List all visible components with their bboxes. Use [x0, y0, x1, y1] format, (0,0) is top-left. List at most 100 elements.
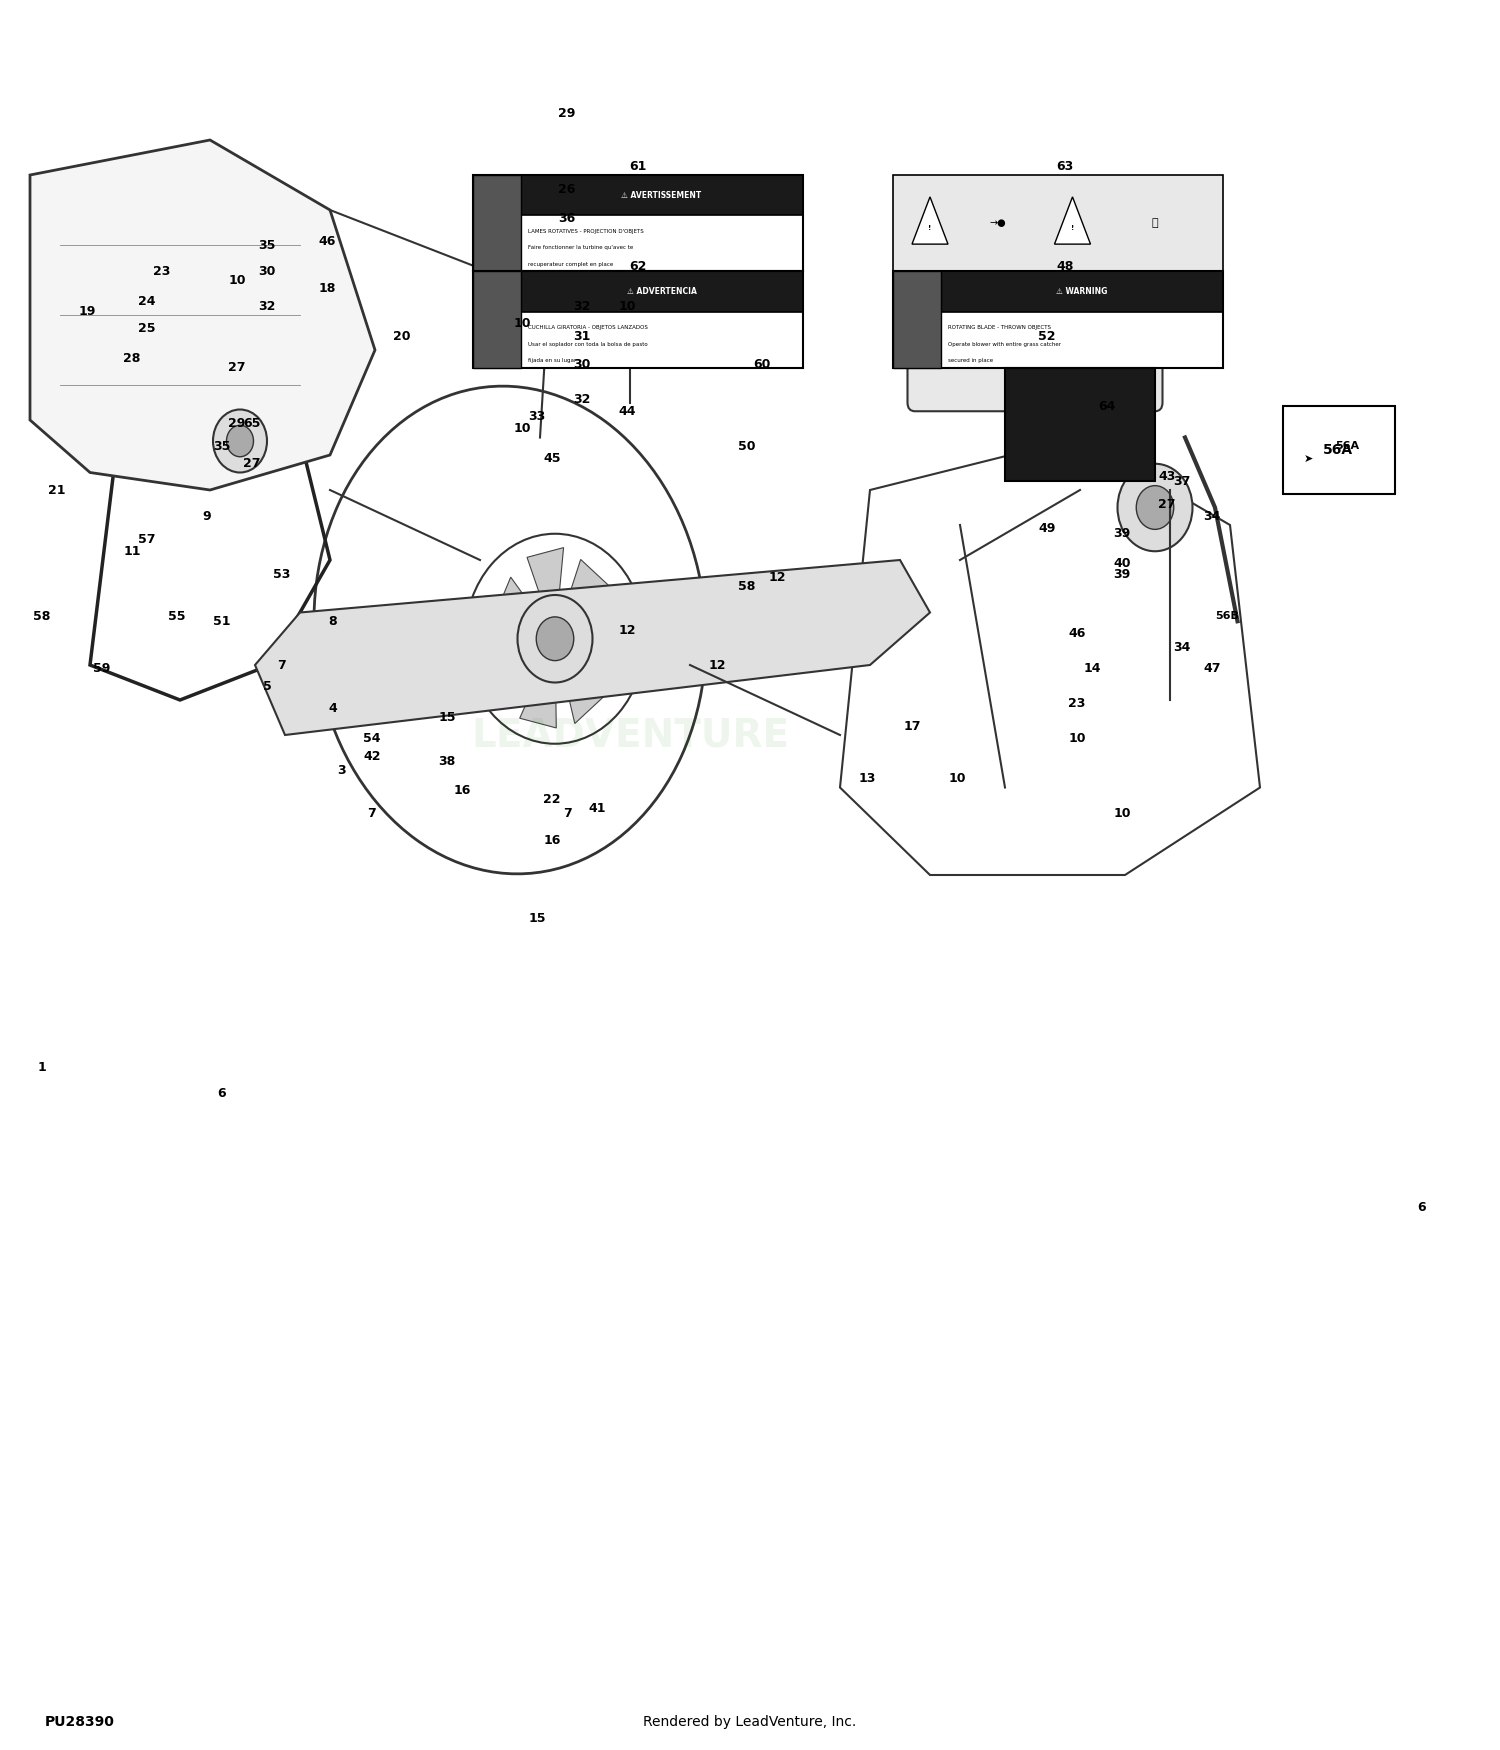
Text: 58: 58: [33, 609, 51, 623]
Text: Usar el soplador con toda la bolsa de pasto: Usar el soplador con toda la bolsa de pa…: [528, 341, 648, 346]
Text: 62: 62: [628, 259, 646, 273]
Text: 50: 50: [738, 439, 756, 453]
Text: Rendered by LeadVenture, Inc.: Rendered by LeadVenture, Inc.: [644, 1715, 856, 1729]
Bar: [472, 312, 802, 368]
Text: LEADVENTURE: LEADVENTURE: [471, 716, 789, 754]
Text: 32: 32: [258, 299, 276, 313]
Polygon shape: [555, 639, 604, 723]
Text: 9: 9: [202, 509, 211, 523]
Text: 56A: 56A: [1335, 441, 1359, 452]
Text: 35: 35: [213, 439, 231, 453]
Text: 21: 21: [48, 483, 66, 497]
Text: 27: 27: [228, 360, 246, 374]
Text: 6: 6: [217, 1087, 226, 1101]
Text: 26: 26: [558, 182, 576, 196]
Text: 39: 39: [1113, 527, 1131, 541]
Text: 49: 49: [1038, 522, 1056, 536]
Text: Operate blower with entire grass catcher: Operate blower with entire grass catcher: [948, 341, 1060, 346]
Text: 11: 11: [123, 544, 141, 558]
Text: 53: 53: [273, 567, 291, 581]
Text: 60: 60: [753, 357, 771, 371]
Text: 51: 51: [213, 614, 231, 628]
Text: 19: 19: [78, 304, 96, 318]
Text: 52: 52: [1038, 329, 1056, 343]
Polygon shape: [526, 548, 564, 639]
Text: 5: 5: [262, 679, 272, 693]
Text: 42: 42: [363, 749, 381, 763]
Text: 18: 18: [318, 282, 336, 296]
Bar: [1005, 368, 1155, 481]
Polygon shape: [912, 198, 948, 245]
Text: 8: 8: [328, 614, 338, 628]
Circle shape: [548, 184, 592, 236]
Text: 24: 24: [138, 294, 156, 308]
Text: 10: 10: [948, 772, 966, 786]
Text: 4: 4: [328, 702, 338, 716]
Text: 64: 64: [1098, 399, 1116, 413]
Circle shape: [226, 425, 254, 457]
Polygon shape: [255, 560, 930, 735]
Text: 44: 44: [618, 404, 636, 418]
Text: 28: 28: [123, 352, 141, 366]
Circle shape: [572, 203, 598, 234]
Text: 12: 12: [708, 658, 726, 672]
Text: 38: 38: [438, 754, 456, 768]
Text: 33: 33: [528, 410, 546, 423]
Text: 27: 27: [243, 457, 261, 471]
Text: 32: 32: [573, 299, 591, 313]
Text: 27: 27: [1158, 497, 1176, 511]
Bar: [472, 175, 802, 271]
Circle shape: [558, 198, 582, 224]
Text: 35: 35: [258, 238, 276, 252]
Text: 📖: 📖: [1152, 219, 1158, 228]
Text: fijada en su lugar: fijada en su lugar: [528, 359, 576, 364]
Text: 7: 7: [368, 807, 376, 821]
Text: Faire fonctionner la turbine qu'avec te: Faire fonctionner la turbine qu'avec te: [528, 245, 633, 250]
Bar: [1282, 406, 1395, 493]
Text: !: !: [928, 226, 932, 231]
Polygon shape: [490, 639, 555, 693]
Circle shape: [213, 410, 267, 472]
Bar: [892, 175, 1222, 271]
Text: 34: 34: [1173, 640, 1191, 654]
Text: 12: 12: [618, 623, 636, 637]
Text: 7: 7: [278, 658, 286, 672]
Text: 58: 58: [738, 579, 756, 593]
Text: ROTATING BLADE - THROWN OBJECTS: ROTATING BLADE - THROWN OBJECTS: [948, 326, 1052, 329]
FancyBboxPatch shape: [908, 289, 1162, 411]
Text: 32: 32: [573, 392, 591, 406]
Text: 10: 10: [1113, 807, 1131, 821]
Polygon shape: [495, 578, 555, 639]
Text: 15: 15: [528, 912, 546, 926]
Text: 47: 47: [1203, 662, 1221, 676]
Text: 17: 17: [903, 719, 921, 733]
Text: 46: 46: [318, 234, 336, 248]
Text: 25: 25: [138, 322, 156, 336]
Text: 30: 30: [258, 264, 276, 278]
Text: 56A: 56A: [1323, 443, 1353, 457]
Text: 14: 14: [1083, 662, 1101, 676]
Text: 16: 16: [453, 784, 471, 798]
Text: 54: 54: [363, 732, 381, 746]
Text: 10: 10: [513, 422, 531, 436]
Text: 31: 31: [573, 329, 591, 343]
Text: 20: 20: [393, 329, 411, 343]
Text: 45: 45: [543, 452, 561, 466]
Bar: [472, 271, 802, 312]
Circle shape: [1137, 487, 1173, 530]
Text: ⚠ ADVERTENCIA: ⚠ ADVERTENCIA: [627, 287, 696, 296]
Polygon shape: [1054, 198, 1090, 245]
Bar: [472, 215, 802, 271]
Circle shape: [558, 187, 612, 250]
Text: ⚠ WARNING: ⚠ WARNING: [1056, 287, 1107, 296]
Text: 57: 57: [138, 532, 156, 546]
Text: 43: 43: [1158, 469, 1176, 483]
Text: ⚠ AVERTISSEMENT: ⚠ AVERTISSEMENT: [621, 191, 702, 200]
Text: 65: 65: [243, 416, 261, 430]
Text: 40: 40: [1113, 556, 1131, 570]
Bar: [472, 271, 802, 368]
Text: 3: 3: [338, 763, 346, 777]
Text: 13: 13: [858, 772, 876, 786]
Text: 59: 59: [93, 662, 111, 676]
Text: ➤: ➤: [1304, 453, 1312, 464]
